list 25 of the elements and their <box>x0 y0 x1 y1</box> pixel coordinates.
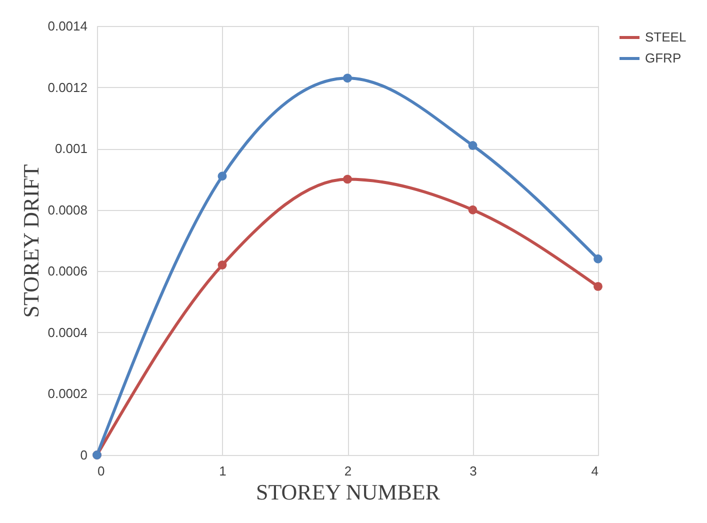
y-tick-label: 0.0014 <box>48 18 88 34</box>
x-tick-label: 3 <box>470 464 477 478</box>
point <box>218 260 227 270</box>
y-tick-label: 0.0008 <box>48 202 88 218</box>
y-axis-title: STOREY DRIFT <box>18 164 44 318</box>
point <box>594 254 602 264</box>
legend-label: GFRP <box>645 50 682 66</box>
y-tick-label: 0.001 <box>54 141 88 156</box>
point <box>343 74 352 83</box>
point <box>468 141 478 150</box>
y-tick-label: 0.0002 <box>48 386 88 402</box>
y-tick-label: 0.0006 <box>48 264 88 279</box>
y-tick-label: 0 <box>80 448 88 462</box>
point <box>468 205 478 214</box>
point <box>343 174 352 184</box>
x-axis-title: STOREY NUMBER <box>256 480 440 504</box>
x-tick-label: 2 <box>344 464 352 478</box>
point <box>218 172 227 181</box>
legend-label: STEEL <box>645 30 686 44</box>
point <box>594 282 602 291</box>
y-tick-label: 0.0012 <box>48 80 88 95</box>
x-tick-label: 1 <box>219 464 226 478</box>
x-tick-label: 4 <box>591 464 598 478</box>
x-tick-label: 0 <box>98 464 105 478</box>
y-tick-label: 0.0004 <box>48 324 88 340</box>
